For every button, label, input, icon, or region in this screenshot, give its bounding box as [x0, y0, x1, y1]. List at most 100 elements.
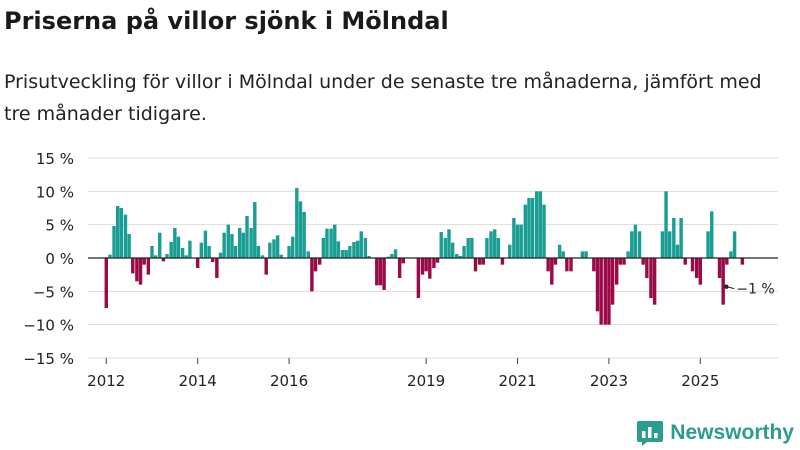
bar-positive — [363, 238, 368, 258]
bar-negative — [649, 258, 653, 298]
bar-positive — [336, 241, 341, 258]
bar-positive — [158, 232, 162, 258]
bar-positive — [538, 191, 543, 258]
bar-positive — [291, 236, 295, 258]
bar-negative — [104, 258, 108, 308]
bar-positive — [256, 246, 261, 258]
bar-positive — [268, 242, 272, 258]
bar-chart: 15 %10 %5 %0 %−5 %−10 %−15 % 2012 2014 201… — [23, 150, 778, 390]
bar-positive — [732, 231, 737, 258]
last-value-label: −1 % — [736, 282, 774, 298]
bar-negative — [424, 258, 428, 272]
bar-positive — [664, 191, 668, 258]
bar-negative — [614, 258, 619, 285]
bar-positive — [535, 191, 539, 258]
bar-positive — [626, 251, 630, 258]
bar-positive — [188, 240, 192, 258]
bar-negative — [310, 258, 314, 292]
bar-positive — [447, 229, 451, 258]
bar-positive — [295, 188, 299, 258]
bar-positive — [485, 238, 489, 258]
bar-positive — [450, 242, 455, 258]
gridlines — [88, 157, 778, 359]
bar-negative — [641, 258, 645, 265]
y-tick-label: −10 % — [23, 317, 74, 335]
bar-negative — [607, 258, 611, 325]
bar-negative — [610, 258, 615, 305]
bar-positive — [466, 238, 470, 258]
bar-positive — [150, 246, 154, 258]
bar-positive — [173, 228, 177, 258]
bar-negative — [690, 258, 695, 272]
bar-positive — [508, 244, 512, 258]
bar-positive — [325, 228, 329, 258]
bar-negative — [378, 258, 383, 286]
newsworthy-logo-icon — [637, 421, 664, 446]
bar-positive — [226, 224, 230, 258]
y-tick-label: 5 % — [45, 217, 74, 235]
bar-positive — [542, 204, 546, 258]
bar-positive — [512, 218, 516, 258]
bar-negative — [603, 258, 607, 325]
bar-positive — [165, 254, 169, 258]
x-tick-label: 2012 — [87, 372, 125, 390]
bar-positive — [230, 234, 234, 258]
bar-positive — [329, 228, 333, 258]
bar-positive — [462, 246, 466, 258]
bar-positive — [245, 216, 249, 258]
x-tick-label: 2025 — [681, 372, 719, 390]
y-tick-label: 10 % — [36, 183, 74, 201]
bar-positive — [359, 231, 363, 258]
bar-negative — [382, 258, 386, 290]
bar-positive — [729, 251, 733, 258]
bar-negative — [618, 258, 623, 265]
x-tick-label: 2023 — [590, 372, 628, 390]
bar-negative — [432, 258, 436, 268]
last-value-marker — [724, 284, 729, 289]
x-tick-label: 2021 — [498, 372, 536, 390]
bar-positive — [153, 255, 158, 258]
bar-positive — [176, 236, 181, 258]
bar-negative — [215, 258, 219, 278]
bar-negative — [401, 258, 406, 264]
bar-positive — [557, 244, 562, 258]
bar-positive — [706, 231, 710, 258]
brand-name: Newsworthy — [670, 421, 794, 444]
chart-subtitle: Prisutveckling för villor i Mölndal unde… — [4, 71, 762, 125]
bar-positive — [710, 211, 714, 258]
bar-positive — [184, 255, 188, 258]
bar-negative — [161, 258, 166, 262]
bar-positive — [279, 254, 284, 258]
bar-positive — [492, 229, 497, 258]
bar-positive — [489, 231, 493, 258]
bar-positive — [306, 251, 310, 258]
bar-positive — [115, 206, 120, 258]
bars — [104, 188, 745, 325]
bar-positive — [679, 218, 683, 258]
bar-positive — [298, 201, 303, 258]
bar-positive — [123, 214, 128, 258]
bar-positive — [519, 224, 523, 258]
bar-positive — [249, 228, 253, 258]
bar-negative — [313, 258, 318, 272]
bar-positive — [233, 246, 238, 258]
bar-negative — [435, 258, 440, 263]
bar-positive — [672, 218, 676, 258]
bar-positive — [222, 232, 226, 258]
x-axis: 2012 2014 2016 2019 2021 2023 2025 — [87, 257, 778, 390]
bar-positive — [302, 212, 306, 258]
bar-positive — [199, 242, 204, 258]
bar-positive — [119, 208, 124, 258]
bar-negative — [622, 258, 626, 265]
bar-positive — [584, 251, 588, 258]
y-tick-label: 0 % — [45, 250, 74, 268]
bar-negative — [428, 258, 432, 279]
bar-positive — [633, 224, 638, 258]
bar-positive — [355, 240, 360, 258]
newsworthy-brand[interactable]: Newsworthy — [636, 420, 794, 446]
bar-positive — [439, 232, 443, 258]
bar-positive — [523, 204, 528, 258]
bar-positive — [333, 224, 337, 258]
bar-negative — [473, 258, 478, 272]
bar-negative — [683, 258, 687, 265]
